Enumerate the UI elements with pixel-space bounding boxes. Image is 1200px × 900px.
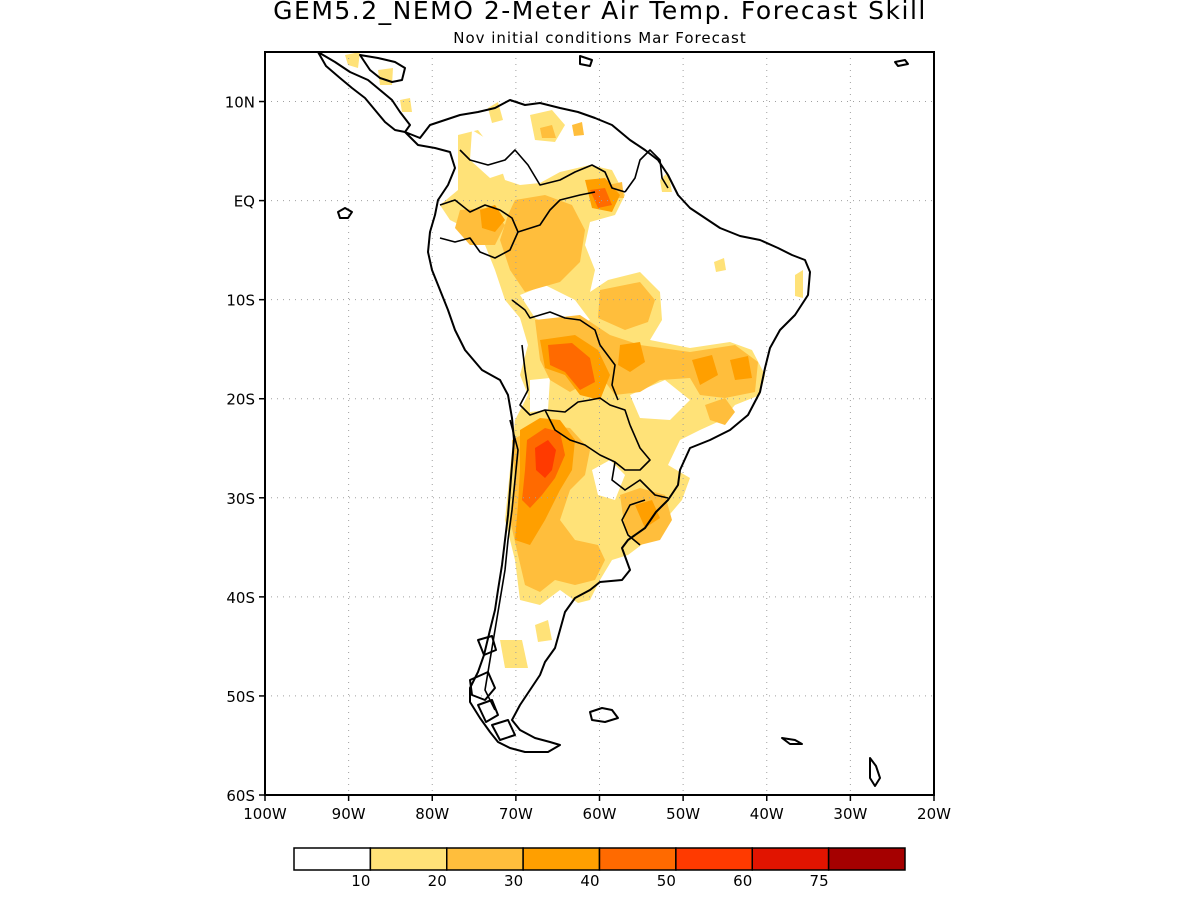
latitude-labels: 10N EQ 10S 20S 30S 40S 50S 60S xyxy=(225,94,255,805)
longitude-labels: 100W 90W 80W 70W 60W 50W 40W 30W 20W xyxy=(243,805,951,823)
lon-tick-label: 50W xyxy=(666,805,700,823)
map-subtitle: Nov initial conditions Mar Forecast xyxy=(453,29,747,47)
map-title: GEM5.2_NEMO 2-Meter Air Temp. Forecast S… xyxy=(273,0,927,25)
skill-shading xyxy=(345,52,803,668)
lon-tick-label: 30W xyxy=(833,805,867,823)
country-borders xyxy=(439,149,669,711)
skill-below-10 xyxy=(470,130,690,500)
lon-tick-label: 70W xyxy=(499,805,533,823)
lon-tick-label: 40W xyxy=(750,805,784,823)
lon-tick-label: 90W xyxy=(332,805,366,823)
colorbar-label: 40 xyxy=(580,872,599,890)
lat-tick-label: EQ xyxy=(234,193,255,211)
lon-tick-label: 20W xyxy=(917,805,951,823)
lon-tick-label: 80W xyxy=(415,805,449,823)
lat-tick-label: 10S xyxy=(226,292,255,310)
lat-tick-label: 20S xyxy=(226,391,255,409)
lat-tick-label: 30S xyxy=(226,490,255,508)
axis-ticks xyxy=(259,100,935,801)
colorbar-swatch xyxy=(522,847,601,871)
colorbar-label: 60 xyxy=(733,872,752,890)
colorbar-swatch xyxy=(751,847,830,871)
colorbar-swatch xyxy=(369,847,448,871)
lon-tick-label: 100W xyxy=(243,805,287,823)
colorbar-swatch xyxy=(293,847,372,871)
lat-tick-label: 10N xyxy=(225,94,255,112)
colorbar-label: 50 xyxy=(657,872,676,890)
colorbar-swatch xyxy=(675,847,753,871)
colorbar-swatch xyxy=(446,847,524,871)
colorbar-swatch xyxy=(827,847,906,871)
coastline xyxy=(317,52,909,787)
colorbar-label: 30 xyxy=(504,872,523,890)
lat-tick-label: 40S xyxy=(226,589,255,607)
lon-tick-label: 60W xyxy=(583,805,617,823)
colorbar-labels: 10 20 30 40 50 60 75 xyxy=(351,872,828,890)
lat-tick-label: 50S xyxy=(226,688,255,706)
colorbar-swatch xyxy=(598,847,677,871)
skill-50-60 xyxy=(535,440,556,478)
colorbar-label: 75 xyxy=(810,872,829,890)
colorbar-label: 20 xyxy=(428,872,447,890)
colorbar xyxy=(293,847,906,871)
lat-tick-label: 60S xyxy=(226,787,255,805)
colorbar-label: 10 xyxy=(351,872,370,890)
